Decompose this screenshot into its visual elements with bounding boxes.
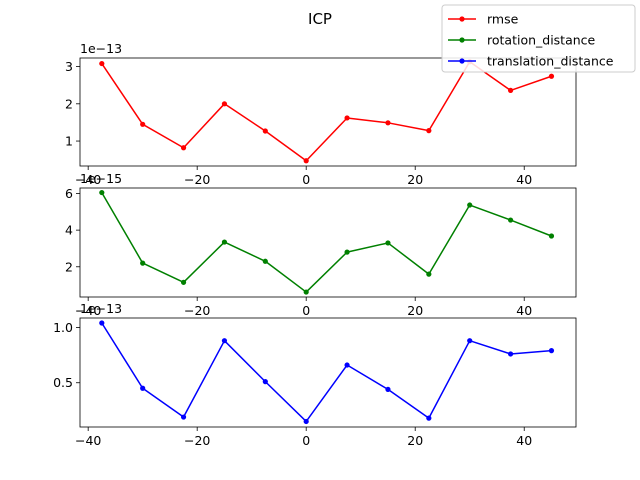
legend-marker xyxy=(459,58,465,64)
x-tick-label: −20 xyxy=(184,433,210,448)
data-point xyxy=(140,385,146,391)
data-point xyxy=(467,338,473,344)
x-tick-label: 40 xyxy=(516,303,532,318)
data-point xyxy=(303,418,309,425)
data-point xyxy=(426,415,432,421)
data-point xyxy=(507,351,514,357)
data-point xyxy=(385,386,391,392)
x-tick-label: 20 xyxy=(407,303,423,318)
y-tick-label: 1.0 xyxy=(53,320,73,335)
data-point xyxy=(548,233,555,239)
y-tick-label: 4 xyxy=(65,223,73,238)
data-point xyxy=(221,239,228,245)
series-line-translation_distance xyxy=(101,322,552,423)
y-exponent-label: 1e−13 xyxy=(80,301,122,316)
legend-label: rmse xyxy=(487,12,519,27)
data-point xyxy=(426,128,432,134)
data-point xyxy=(99,320,105,326)
data-point xyxy=(426,271,432,277)
y-exponent-label: 1e−13 xyxy=(80,41,122,56)
y-tick-label: 1 xyxy=(65,134,73,149)
data-point xyxy=(180,145,187,151)
data-point xyxy=(548,73,555,79)
data-point xyxy=(221,101,228,107)
data-point xyxy=(507,217,514,223)
data-point xyxy=(99,60,105,67)
legend-box xyxy=(441,4,636,73)
subplot-1: −40 −20 0 20 40 1 2 3 1e−13 xyxy=(65,41,577,187)
data-point xyxy=(467,202,473,208)
data-point xyxy=(180,414,187,420)
data-point xyxy=(344,362,350,368)
figure-title: ICP xyxy=(308,10,332,28)
x-tick-label: 40 xyxy=(516,172,532,187)
axes-frame xyxy=(79,187,577,298)
x-tick-label: 0 xyxy=(302,303,310,318)
legend-marker xyxy=(459,37,465,43)
data-point xyxy=(140,260,146,266)
x-tick-label: −20 xyxy=(184,172,210,187)
data-point xyxy=(262,258,268,264)
data-point xyxy=(303,289,309,295)
data-point xyxy=(180,279,187,285)
series-line-rotation_distance xyxy=(101,192,552,293)
data-point xyxy=(344,115,350,121)
x-tick-label: 20 xyxy=(407,172,423,187)
y-tick-label: 0.5 xyxy=(53,375,73,390)
x-tick-label: −20 xyxy=(184,303,210,318)
data-point xyxy=(262,379,268,385)
y-exponent-label: 1e−15 xyxy=(80,171,122,186)
subplot-3: −40 −20 0 20 40 0.5 1.0 1e−13 xyxy=(53,301,577,448)
axes-frame xyxy=(79,317,577,428)
x-tick-label: −40 xyxy=(75,303,101,318)
x-tick-label: 0 xyxy=(302,433,310,448)
series-line-rmse xyxy=(101,60,552,162)
y-tick-label: 2 xyxy=(65,96,73,111)
x-tick-label: −40 xyxy=(75,172,101,187)
y-tick-label: 2 xyxy=(65,259,73,274)
data-point xyxy=(385,120,391,126)
data-point xyxy=(262,128,268,134)
legend-marker xyxy=(459,16,465,22)
data-point xyxy=(221,338,228,344)
axes-frame xyxy=(79,57,577,167)
data-point xyxy=(385,240,391,246)
y-tick-label: 6 xyxy=(65,186,73,201)
x-tick-label: 0 xyxy=(302,172,310,187)
data-point xyxy=(344,249,350,255)
data-point xyxy=(140,121,146,127)
data-point xyxy=(99,189,105,196)
x-tick-label: −40 xyxy=(75,433,101,448)
legend-label: translation_distance xyxy=(487,54,614,69)
x-tick-label: 20 xyxy=(407,433,423,448)
y-tick-label: 3 xyxy=(65,59,73,74)
data-point xyxy=(303,158,309,164)
x-tick-label: 40 xyxy=(516,433,532,448)
data-point xyxy=(548,348,555,354)
legend-label: rotation_distance xyxy=(487,33,596,48)
legend: rmse rotation_distance translation_distanc… xyxy=(441,4,636,73)
subplot-2: −40 −20 0 20 40 2 4 6 1e−15 xyxy=(65,171,577,318)
data-point xyxy=(507,87,514,93)
